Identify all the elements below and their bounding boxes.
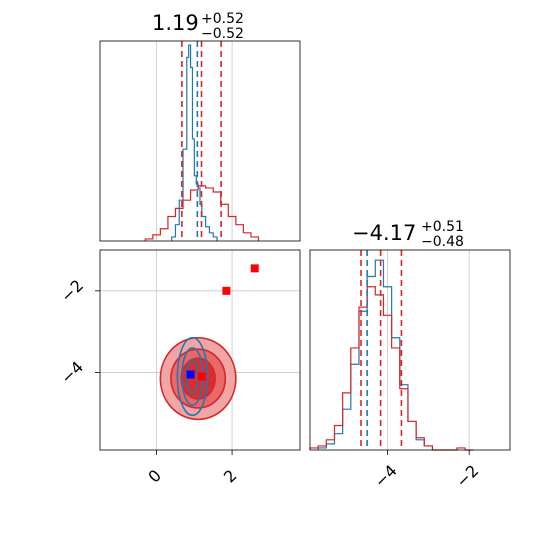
truth-marker — [222, 286, 231, 295]
contour-level — [176, 336, 209, 417]
x-tick-label: 2 — [220, 466, 241, 487]
x-ticks: −4 −2 — [371, 450, 482, 491]
grid-lines — [387, 250, 470, 450]
axes-frame — [309, 249, 511, 451]
truth-marker — [197, 372, 206, 381]
x-tick-label: 0 — [144, 466, 165, 487]
histogram-series — [309, 259, 474, 451]
truth-marker — [186, 370, 195, 379]
y-tick-label: −2 — [57, 276, 87, 306]
histogram-step — [171, 44, 218, 241]
axes-frame — [99, 249, 301, 451]
axes-frame — [99, 40, 301, 242]
panel-title-plus: +0.52 — [201, 11, 244, 27]
x-tick-label: −4 — [371, 461, 401, 491]
panel-hist-param0: 1.19 +0.52 −0.52 — [99, 11, 301, 242]
truth-markers — [186, 264, 259, 381]
panel-title: −4.17 — [352, 221, 416, 245]
y-ticks: −2 −4 — [57, 276, 100, 388]
panel-title-plus: +0.51 — [421, 219, 464, 235]
y-tick-label: −4 — [57, 358, 87, 388]
x-tick-label: −2 — [452, 461, 482, 491]
panel-hist-param1: −4 −2 −4.17 +0.51 −0.48 — [309, 219, 511, 491]
quantile-lines — [360, 250, 403, 450]
grid-lines — [156, 41, 233, 241]
panel-title: 1.19 — [152, 11, 199, 35]
panel-title-minus: −0.48 — [421, 234, 464, 250]
quantile-lines — [181, 41, 222, 241]
panel-title-minus: −0.52 — [201, 26, 244, 42]
truth-marker — [250, 264, 259, 273]
